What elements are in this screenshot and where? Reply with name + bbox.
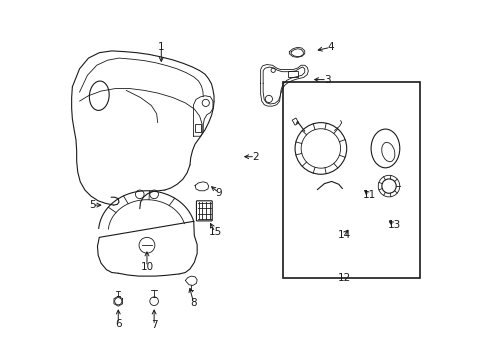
Text: 10: 10 (140, 262, 153, 272)
Text: 14: 14 (337, 230, 350, 239)
Bar (287, 71, 298, 77)
Text: 8: 8 (190, 298, 197, 308)
Text: 2: 2 (251, 152, 258, 162)
Text: 13: 13 (387, 220, 400, 230)
Bar (195, 124, 201, 132)
Text: 7: 7 (150, 320, 157, 330)
Text: 6: 6 (115, 319, 122, 329)
Bar (283, 82, 419, 278)
Text: 1: 1 (158, 42, 164, 52)
Text: 11: 11 (362, 190, 375, 200)
Bar (292, 118, 298, 125)
Text: 12: 12 (338, 273, 351, 283)
Text: 5: 5 (89, 200, 96, 210)
Text: 4: 4 (326, 42, 333, 52)
Text: 9: 9 (215, 188, 222, 198)
Text: 3: 3 (323, 75, 329, 85)
Text: 15: 15 (208, 227, 221, 237)
